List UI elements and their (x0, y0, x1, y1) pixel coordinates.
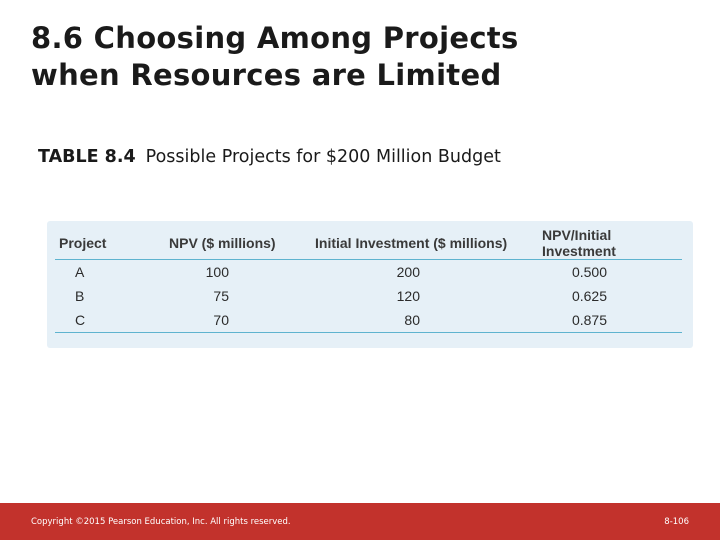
cell-initial-investment: 120 (396, 288, 420, 304)
slide-title: 8.6 Choosing Among Projects when Resourc… (31, 20, 691, 94)
table-row: B 75 120 0.625 (55, 284, 682, 308)
table-row: C 70 80 0.875 (55, 308, 682, 333)
projects-table: Project NPV ($ millions) Initial Investm… (55, 227, 682, 333)
cell-project: C (55, 308, 169, 333)
cell-project: A (75, 264, 85, 280)
cell-initial-investment: 200 (396, 264, 420, 280)
table-header-row: Project NPV ($ millions) Initial Investm… (55, 227, 682, 260)
table-caption-number: TABLE 8.4 (38, 147, 136, 167)
cell-npv: 70 (169, 308, 315, 333)
footer-copyright: Copyright ©2015 Pearson Education, Inc. … (31, 517, 291, 527)
table-panel: Project NPV ($ millions) Initial Investm… (47, 221, 693, 348)
footer-page-number: 8-106 (664, 517, 689, 527)
cell-npv-ratio: 0.875 (542, 308, 682, 333)
slide-title-line-1: 8.6 Choosing Among Projects (31, 21, 519, 55)
footer-bar: Copyright ©2015 Pearson Education, Inc. … (0, 503, 720, 540)
cell-npv: 100 (205, 264, 229, 280)
cell-npv-ratio: 0.500 (571, 264, 607, 280)
header-initial-investment: Initial Investment ($ millions) (315, 227, 542, 260)
table-caption-text: Possible Projects for $200 Million Budge… (145, 147, 501, 167)
slide-title-line-2: when Resources are Limited (31, 58, 502, 92)
cell-initial-investment: 80 (315, 308, 542, 333)
header-npv-ratio: NPV/Initial Investment (542, 227, 682, 260)
cell-project: B (75, 288, 85, 304)
header-npv: NPV ($ millions) (169, 227, 315, 260)
cell-npv-ratio: 0.625 (571, 288, 607, 304)
header-project: Project (55, 227, 169, 260)
table-caption: TABLE 8.4 Possible Projects for $200 Mill… (38, 147, 501, 167)
table-row: A 100 200 0.500 (55, 260, 682, 285)
cell-npv: 75 (213, 288, 229, 304)
